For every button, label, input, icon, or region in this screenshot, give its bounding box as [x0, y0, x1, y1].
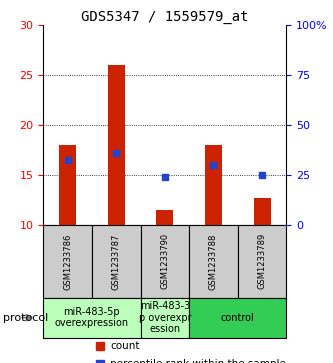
Bar [59, 145, 76, 225]
Bar [43, 298, 141, 338]
Bar [156, 210, 173, 225]
Bar [92, 225, 141, 298]
Text: percentile rank within the sample: percentile rank within the sample [110, 359, 286, 363]
Text: miR-483-5p
overexpression: miR-483-5p overexpression [55, 307, 129, 329]
Text: GSM1233790: GSM1233790 [160, 233, 169, 289]
Text: GSM1233786: GSM1233786 [63, 233, 72, 290]
Bar [141, 298, 189, 338]
Bar [189, 225, 238, 298]
Text: GSM1233787: GSM1233787 [112, 233, 121, 290]
Text: protocol: protocol [3, 313, 49, 323]
Bar [141, 225, 189, 298]
Text: count: count [110, 341, 140, 351]
Bar [108, 65, 125, 225]
Bar [43, 225, 92, 298]
Bar [253, 198, 271, 225]
Bar [189, 298, 286, 338]
Text: GSM1233788: GSM1233788 [209, 233, 218, 290]
Title: GDS5347 / 1559579_at: GDS5347 / 1559579_at [81, 11, 249, 24]
Text: miR-483-3
p overexpr
ession: miR-483-3 p overexpr ession [139, 301, 191, 334]
Text: control: control [221, 313, 255, 323]
Bar [238, 225, 286, 298]
Bar [205, 145, 222, 225]
Text: GSM1233789: GSM1233789 [257, 233, 267, 289]
